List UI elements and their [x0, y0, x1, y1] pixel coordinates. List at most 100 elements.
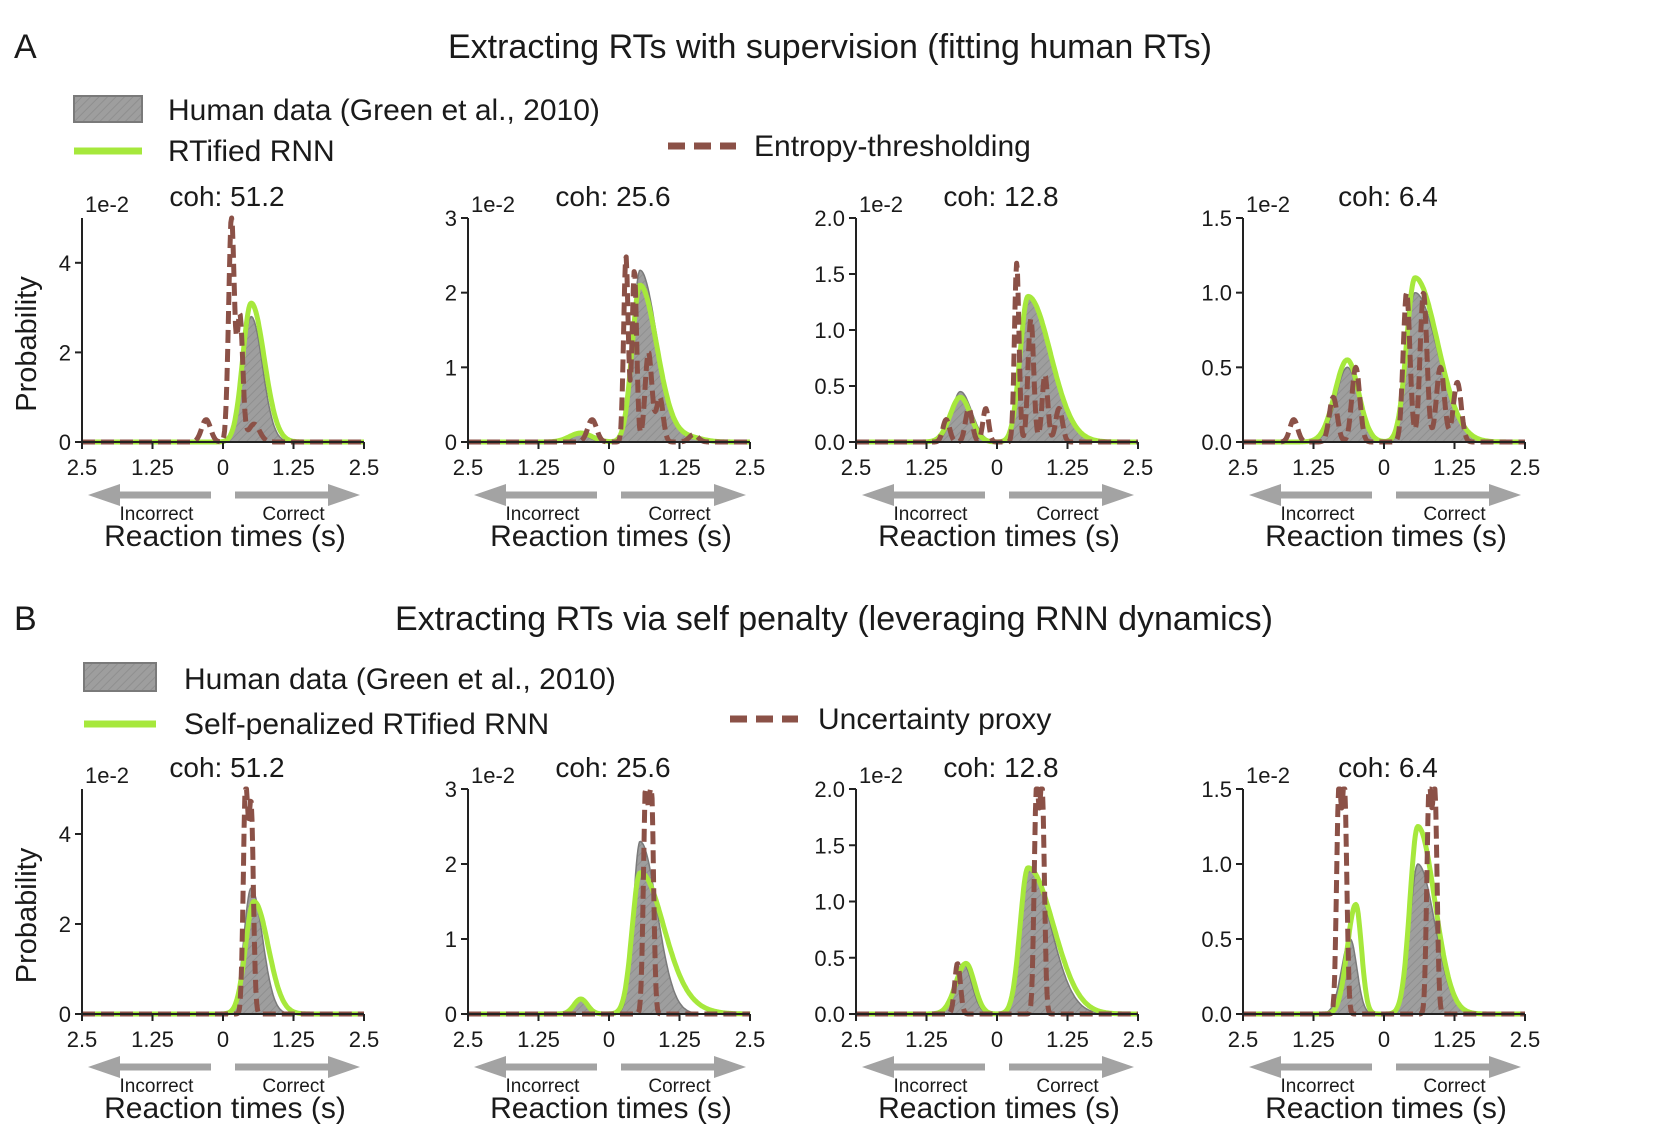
human-data-histogram: [82, 887, 364, 1015]
x-tick-label: 0: [603, 1027, 615, 1052]
model-curve: [1241, 786, 1527, 1017]
legend-b-rnn-label: Self-penalized RTified RNN: [184, 708, 549, 741]
human-data-histogram: [468, 840, 750, 1015]
x-axis-label: Reaction times (s): [104, 520, 346, 553]
human-data-histogram: [1243, 291, 1525, 443]
y-tick-label: 2.0: [814, 206, 845, 231]
y-tick-label: 1.0: [1201, 281, 1232, 306]
incorrect-label: Incorrect: [506, 1076, 581, 1097]
model-curve: [854, 260, 1140, 445]
model-curve: [466, 786, 752, 1017]
subplot-a-coh-25-6: coh: 25.6 1e-2 0 1 2 3 2.5 1.25 0 1.25 2.5 Incorrec…: [445, 181, 766, 553]
y-tick-label: 2: [445, 281, 457, 306]
model-curve: [466, 254, 752, 445]
y-scale-label: 1e-2: [471, 763, 515, 788]
incorrect-arrow-icon: [88, 484, 120, 506]
panel-a-title: Extracting RTs with supervision (fitting…: [448, 28, 1212, 66]
panel-b-title: Extracting RTs via self penalty (leverag…: [395, 600, 1273, 638]
incorrect-label: Incorrect: [120, 1076, 195, 1097]
subplot-title: coh: 12.8: [943, 181, 1058, 212]
subplot-title: coh: 6.4: [1338, 181, 1438, 212]
subplot-a-coh-6-4: coh: 6.4 1e-2 0.0 0.5 1.0 1.5 2.5 1.25 0 1.25 2.5 I…: [1201, 181, 1540, 553]
x-tick-label: 1.25: [1046, 1027, 1089, 1052]
rnn-curve: [466, 282, 752, 445]
human-data-histogram: [856, 867, 1138, 1015]
correct-label: Correct: [648, 504, 711, 525]
x-axis-label: Reaction times (s): [1265, 520, 1507, 553]
x-axis-label: Reaction times (s): [878, 520, 1120, 553]
y-tick-label: 3: [445, 777, 457, 802]
subplot-b-coh-12-8: coh: 12.8 1e-2 0.0 0.5 1.0 1.5 2.0 2.5 1.25 0 1.25…: [814, 752, 1153, 1125]
human-data-histogram: [468, 269, 750, 443]
y-tick-label: 0.0: [1201, 430, 1232, 455]
x-tick-label: 2.5: [735, 455, 766, 480]
correct-label: Correct: [1036, 1076, 1099, 1097]
subplot-b-coh-25-6: coh: 25.6 1e-2 0 1 2 3 2.5 1.25 0 1.25 2.5 Incorrec…: [445, 752, 766, 1125]
y-tick-label: 2: [59, 340, 71, 365]
rnn-curve: [80, 300, 366, 445]
y-tick-label: 2: [445, 852, 457, 877]
legend-b-human-swatch: [83, 662, 157, 692]
y-scale-label: 1e-2: [85, 763, 129, 788]
subplot-title: coh: 25.6: [555, 752, 670, 783]
y-scale-label: 1e-2: [85, 192, 129, 217]
x-tick-label: 2.5: [453, 455, 484, 480]
x-tick-label: 1.25: [517, 455, 560, 480]
y-tick-label: 1.5: [814, 262, 845, 287]
x-tick-label: 0: [991, 1027, 1003, 1052]
x-tick-label: 2.5: [453, 1027, 484, 1052]
incorrect-arrow-icon: [1249, 1056, 1281, 1078]
x-tick-label: 1.25: [272, 1027, 315, 1052]
y-tick-label: 0: [59, 430, 71, 455]
y-tick-label: 2: [59, 912, 71, 937]
correct-arrow-icon: [328, 1056, 360, 1078]
subplot-a-coh-51-2: coh: 51.2 1e-2 0 2 4 2.5 1.25 0 1.25 2.5 Incorrect…: [11, 181, 379, 553]
rnn-curve: [1241, 824, 1527, 1017]
model-curve: [1241, 290, 1527, 445]
x-tick-label: 0: [991, 455, 1003, 480]
human-data-histogram: [1243, 863, 1525, 1015]
y-tick-label: 3: [445, 206, 457, 231]
y-tick-label: 0: [59, 1002, 71, 1027]
subplot-a-coh-12-8: coh: 12.8 1e-2 0.0 0.5 1.0 1.5 2.0 2.5 1.25 0 1.25…: [814, 181, 1153, 553]
panel-b-letter: B: [14, 600, 37, 638]
x-axis-label: Reaction times (s): [104, 1092, 346, 1125]
x-tick-label: 2.5: [1123, 455, 1154, 480]
x-tick-label: 1.25: [658, 455, 701, 480]
y-tick-label: 1.5: [1201, 206, 1232, 231]
x-tick-label: 0: [217, 455, 229, 480]
correct-arrow-icon: [714, 484, 746, 506]
x-tick-label: 2.5: [1510, 1027, 1541, 1052]
x-tick-label: 1.25: [131, 1027, 174, 1052]
x-tick-label: 1.25: [131, 455, 174, 480]
y-tick-label: 4: [59, 251, 71, 276]
y-tick-label: 0.5: [1201, 927, 1232, 952]
correct-arrow-icon: [1489, 1056, 1521, 1078]
x-tick-label: 1.25: [1292, 1027, 1335, 1052]
x-tick-label: 1.25: [1433, 455, 1476, 480]
correct-label: Correct: [648, 1076, 711, 1097]
model-curve: [80, 215, 366, 445]
legend-a-human-swatch: [73, 95, 143, 123]
human-data-histogram: [82, 315, 364, 443]
incorrect-arrow-icon: [1249, 484, 1281, 506]
incorrect-label: Incorrect: [1281, 504, 1356, 525]
y-tick-label: 1: [445, 927, 457, 952]
subplot-b-coh-6-4: coh: 6.4 1e-2 0.0 0.5 1.0 1.5 2.5 1.25 0 1.25 2.5 I…: [1201, 752, 1540, 1125]
human-data-histogram: [856, 295, 1138, 443]
correct-arrow-icon: [1102, 1056, 1134, 1078]
correct-label: Correct: [262, 1076, 325, 1097]
correct-label: Correct: [262, 504, 325, 525]
subplot-title: coh: 51.2: [169, 181, 284, 212]
rnn-curve: [80, 899, 366, 1017]
x-tick-label: 0: [1378, 455, 1390, 480]
y-tick-label: 2.0: [814, 777, 845, 802]
x-tick-label: 1.25: [905, 1027, 948, 1052]
x-tick-label: 0: [217, 1027, 229, 1052]
x-tick-label: 2.5: [1228, 455, 1259, 480]
x-tick-label: 1.25: [517, 1027, 560, 1052]
correct-arrow-icon: [1489, 484, 1521, 506]
y-scale-label: 1e-2: [859, 192, 903, 217]
x-tick-label: 1.25: [272, 455, 315, 480]
